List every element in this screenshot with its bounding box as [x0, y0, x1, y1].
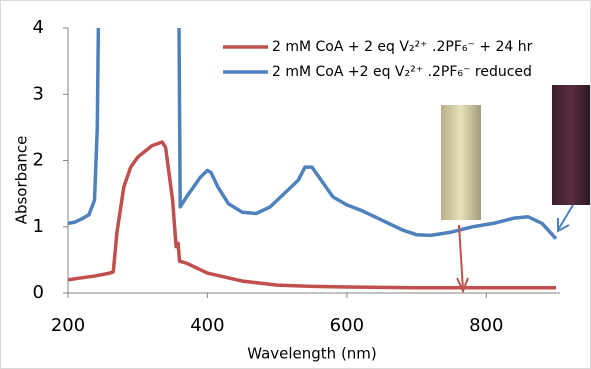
- x-tick-label: 600: [330, 315, 364, 336]
- data-line: [68, 28, 558, 240]
- arrow: [456, 224, 469, 294]
- legend: 2 mM CoA + 2 eq V₂²⁺ .2PF₆⁻ + 24 hr 2 mM …: [223, 39, 533, 80]
- x-tick-label: 200: [51, 315, 85, 336]
- arrow: [557, 204, 574, 233]
- y-tick-label: 3: [33, 83, 44, 104]
- y-tick-label: 2: [33, 150, 44, 171]
- cuvette-photo: [552, 85, 590, 205]
- legend-label: 2 mM CoA + 2 eq V₂²⁺ .2PF₆⁻ + 24 hr: [272, 39, 533, 55]
- y-axis-label: Absorbance: [13, 136, 31, 225]
- y-tick-label: 4: [33, 17, 44, 38]
- y-tick-label: 0: [33, 282, 44, 303]
- plot-area: [68, 28, 558, 290]
- x-tick-label: 800: [469, 315, 503, 336]
- cuvette-photo: [441, 105, 481, 220]
- data-line: [68, 140, 556, 290]
- x-axis-label: Wavelength (nm): [247, 345, 377, 363]
- y-tick-label: 1: [33, 216, 44, 237]
- legend-label: 2 mM CoA +2 eq V₂²⁺ .2PF₆⁻ reduced: [272, 64, 532, 80]
- x-tick-label: 400: [190, 315, 224, 336]
